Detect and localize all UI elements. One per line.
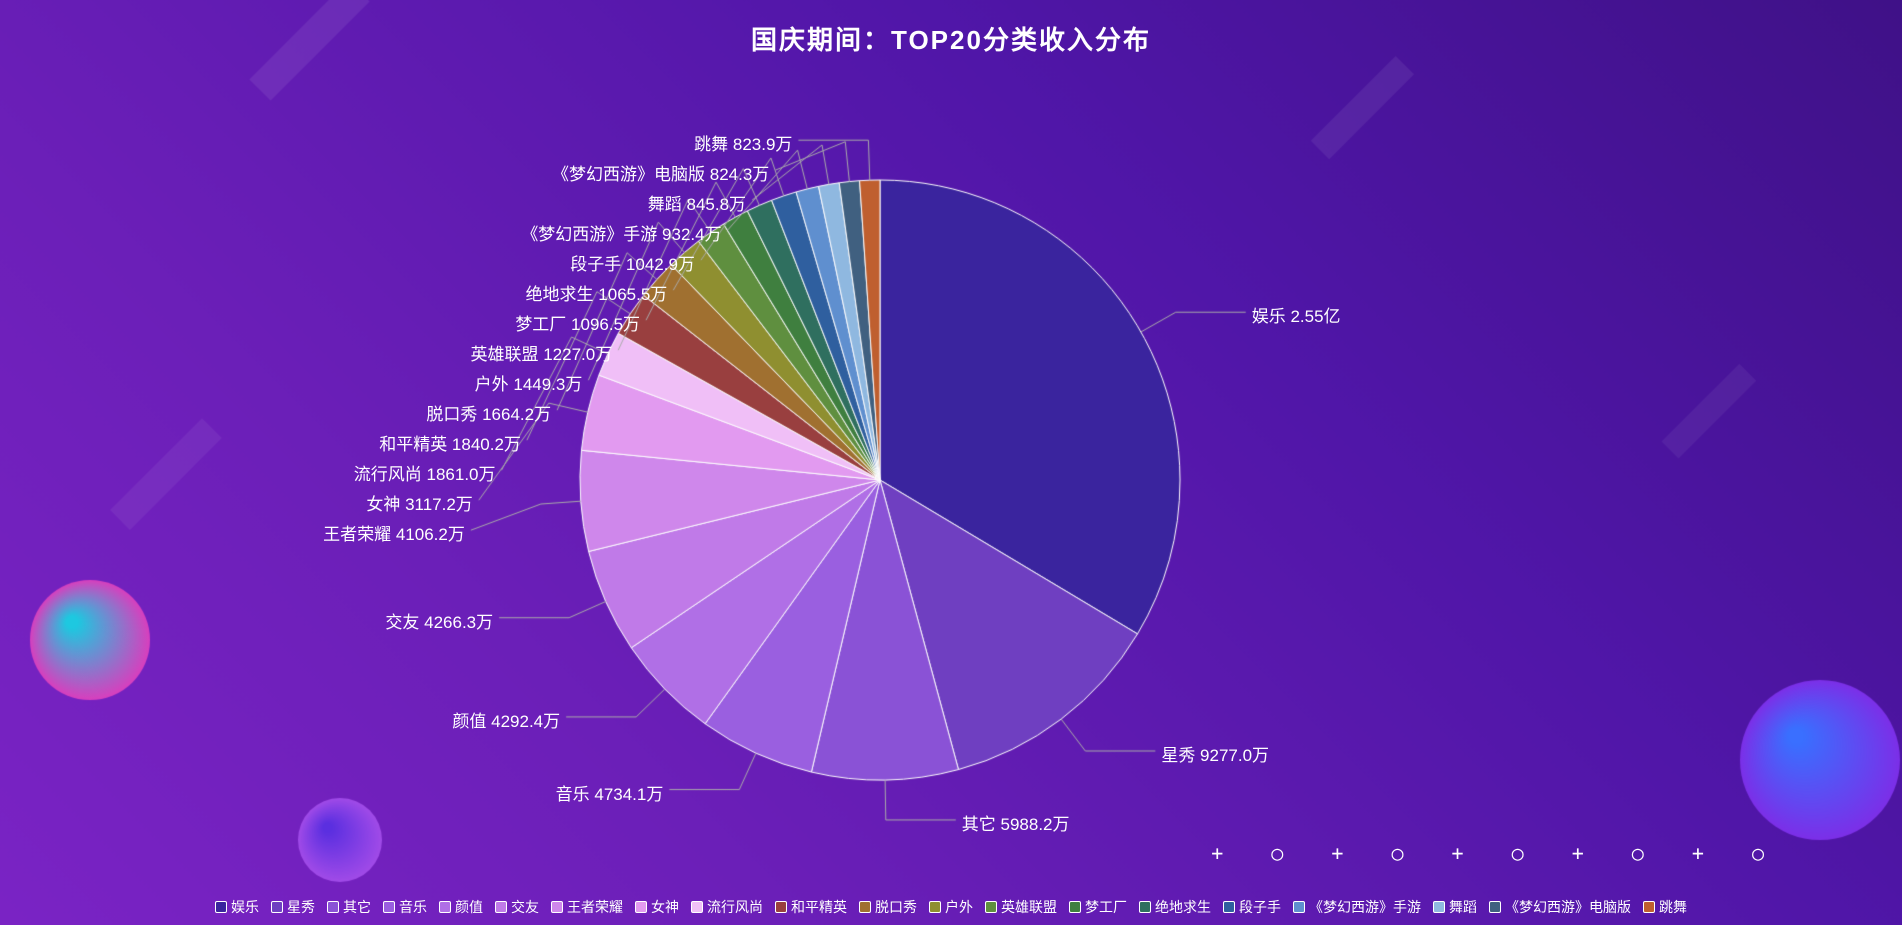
slice-label: 脱口秀 1664.2万 [426, 400, 551, 425]
legend-item: 王者荣耀 [551, 897, 623, 917]
slice-label: 流行风尚 1861.0万 [354, 460, 496, 485]
legend-swatch [1489, 901, 1501, 913]
slice-label: 跳舞 823.9万 [694, 130, 792, 155]
legend-label: 娱乐 [231, 897, 259, 917]
legend-swatch [271, 901, 283, 913]
legend-label: 星秀 [287, 897, 315, 917]
legend-label: 《梦幻西游》电脑版 [1505, 897, 1631, 917]
legend-swatch [635, 901, 647, 913]
legend-swatch [929, 901, 941, 913]
legend-item: 交友 [495, 897, 539, 917]
legend-swatch [215, 901, 227, 913]
slice-label: 和平精英 1840.2万 [379, 430, 521, 455]
legend-label: 段子手 [1239, 897, 1281, 917]
legend-swatch [859, 901, 871, 913]
legend-item: 娱乐 [215, 897, 259, 917]
legend-label: 英雄联盟 [1001, 897, 1057, 917]
legend: 娱乐 星秀 其它 音乐 颜值 交友 王者荣耀 女神 流行风尚 和平精英 脱口秀 户外 英雄联盟 梦工厂 绝地… [0, 897, 1902, 917]
legend-swatch [985, 901, 997, 913]
legend-item: 流行风尚 [691, 897, 763, 917]
legend-item: 女神 [635, 897, 679, 917]
legend-label: 梦工厂 [1085, 897, 1127, 917]
slice-label: 颜值 4292.4万 [452, 707, 560, 732]
legend-item: 其它 [327, 897, 371, 917]
chart-title: 国庆期间：TOP20分类收入分布 [0, 20, 1902, 57]
legend-swatch [1433, 901, 1445, 913]
legend-swatch [1223, 901, 1235, 913]
legend-swatch [1069, 901, 1081, 913]
legend-swatch [439, 901, 451, 913]
legend-item: 绝地求生 [1139, 897, 1211, 917]
slice-label: 女神 3117.2万 [366, 490, 472, 515]
legend-item: 户外 [929, 897, 973, 917]
legend-item: 颜值 [439, 897, 483, 917]
legend-label: 绝地求生 [1155, 897, 1211, 917]
slice-label: 娱乐 2.55亿 [1252, 302, 1341, 327]
legend-label: 《梦幻西游》手游 [1309, 897, 1421, 917]
legend-label: 舞蹈 [1449, 897, 1477, 917]
legend-swatch [775, 901, 787, 913]
legend-swatch [1139, 901, 1151, 913]
slice-label: 其它 5988.2万 [962, 810, 1070, 835]
legend-item: 音乐 [383, 897, 427, 917]
legend-label: 跳舞 [1659, 897, 1687, 917]
slice-label: 舞蹈 845.8万 [648, 190, 746, 215]
legend-label: 其它 [343, 897, 371, 917]
slice-label: 音乐 4734.1万 [556, 780, 664, 805]
slice-label: 《梦幻西游》手游 932.4万 [521, 220, 721, 245]
slice-label: 星秀 9277.0万 [1161, 741, 1269, 766]
legend-swatch [383, 901, 395, 913]
decorative-symbols: + ○ + ○ + ○ + ○ + ○ [1211, 841, 1782, 865]
legend-label: 女神 [651, 897, 679, 917]
legend-label: 王者荣耀 [567, 897, 623, 917]
legend-label: 交友 [511, 897, 539, 917]
slice-label: 交友 4266.3万 [385, 608, 493, 633]
legend-item: 段子手 [1223, 897, 1281, 917]
legend-label: 户外 [945, 897, 973, 917]
legend-swatch [327, 901, 339, 913]
slice-label: 王者荣耀 4106.2万 [323, 520, 465, 545]
legend-swatch [551, 901, 563, 913]
pie-chart-canvas [0, 0, 1902, 925]
slice-label: 英雄联盟 1227.0万 [470, 340, 612, 365]
slice-label: 户外 1449.3万 [475, 370, 583, 395]
legend-swatch [1643, 901, 1655, 913]
legend-swatch [1293, 901, 1305, 913]
legend-item: 星秀 [271, 897, 315, 917]
legend-item: 英雄联盟 [985, 897, 1057, 917]
legend-label: 和平精英 [791, 897, 847, 917]
legend-label: 颜值 [455, 897, 483, 917]
legend-item: 和平精英 [775, 897, 847, 917]
slice-label: 《梦幻西游》电脑版 824.3万 [552, 160, 769, 185]
legend-item: 《梦幻西游》手游 [1293, 897, 1421, 917]
legend-label: 流行风尚 [707, 897, 763, 917]
legend-label: 脱口秀 [875, 897, 917, 917]
legend-item: 跳舞 [1643, 897, 1687, 917]
legend-item: 梦工厂 [1069, 897, 1127, 917]
legend-swatch [495, 901, 507, 913]
legend-label: 音乐 [399, 897, 427, 917]
legend-swatch [691, 901, 703, 913]
slice-label: 段子手 1042.9万 [570, 250, 695, 275]
legend-item: 舞蹈 [1433, 897, 1477, 917]
legend-item: 脱口秀 [859, 897, 917, 917]
legend-item: 《梦幻西游》电脑版 [1489, 897, 1631, 917]
slice-label: 绝地求生 1065.5万 [526, 280, 668, 305]
slice-label: 梦工厂 1096.5万 [515, 310, 640, 335]
